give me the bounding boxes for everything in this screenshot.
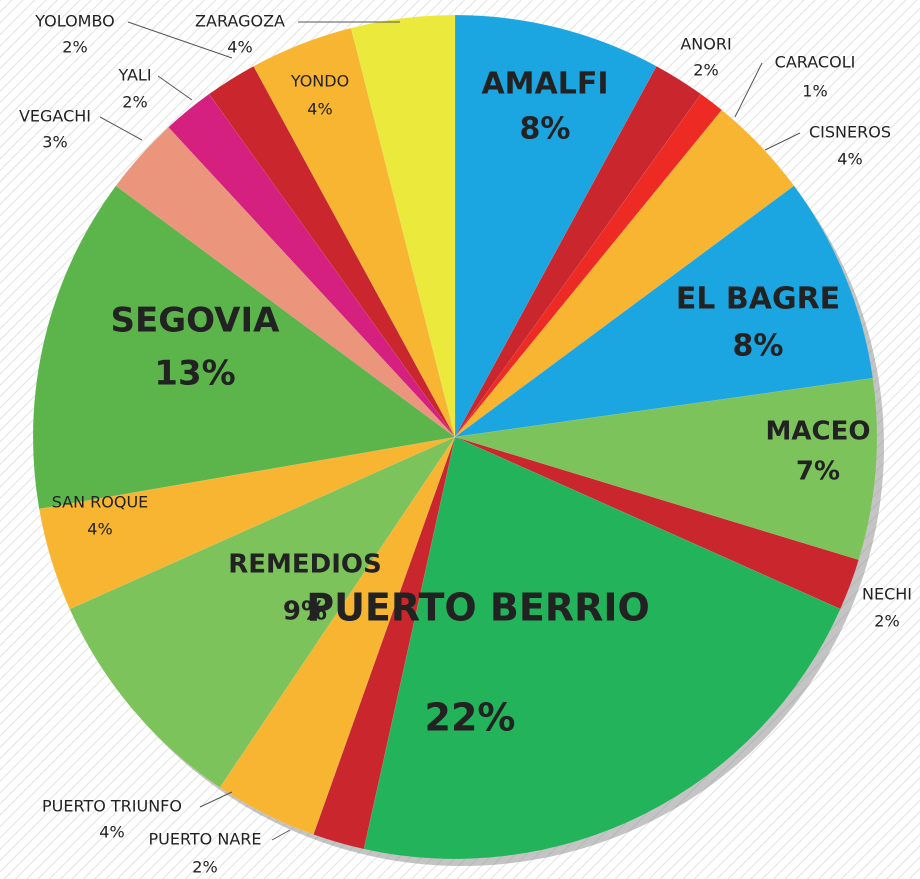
slice-label: VEGACHI xyxy=(19,107,91,126)
slice-value: 4% xyxy=(307,100,332,119)
slice-label: MACEO xyxy=(766,417,871,447)
leader-line xyxy=(734,62,763,118)
slice xyxy=(454,65,702,438)
slice-value: 13% xyxy=(154,354,235,394)
slice-label: REMEDIOS xyxy=(228,550,382,580)
slice xyxy=(313,436,456,850)
slice xyxy=(363,436,841,860)
slice xyxy=(253,27,456,438)
slice-label: YOLOMBO xyxy=(34,12,115,31)
slice xyxy=(454,185,874,438)
slice-value: 22% xyxy=(425,696,516,740)
slice-label: PUERTO NARE xyxy=(148,830,261,849)
slice-label: ANORI xyxy=(680,35,731,54)
slice-label: EL BAGRE xyxy=(676,282,840,317)
slice-value: 7% xyxy=(796,457,840,487)
leader-line xyxy=(764,132,801,151)
slice-value: 2% xyxy=(693,61,718,80)
slice xyxy=(454,109,795,438)
slice-label: SAN ROQUE xyxy=(52,493,149,512)
leader-line xyxy=(271,829,291,841)
slice xyxy=(454,377,878,561)
slice-value: 2% xyxy=(122,93,147,112)
slice xyxy=(32,185,456,510)
slice-value: 8% xyxy=(733,329,784,364)
leader-line xyxy=(199,791,233,808)
slice xyxy=(115,126,456,438)
slice xyxy=(454,436,860,610)
leader-line xyxy=(157,75,193,101)
leader-line xyxy=(99,116,143,141)
slice-value: 4% xyxy=(227,38,252,57)
slice-label: YALI xyxy=(117,66,151,85)
slice-label: AMALFI xyxy=(481,67,608,102)
labels: AMALFI 8% ANORI 2% CARACOLI 1% CISNEROS 4% EL BA… xyxy=(19,12,912,877)
slice-label: ZARAGOZA xyxy=(195,12,285,31)
slice-value: 2% xyxy=(192,858,217,877)
slice-value: 2% xyxy=(62,38,87,57)
leader-line xyxy=(127,21,233,59)
slice-value: 8% xyxy=(520,112,571,147)
slice-label: PUERTO BERRIO xyxy=(306,586,650,630)
pie xyxy=(32,14,878,860)
slice xyxy=(208,65,456,438)
slice-value: 3% xyxy=(42,133,67,152)
slice xyxy=(219,436,456,835)
slice xyxy=(69,436,456,788)
slice xyxy=(454,14,657,438)
slice-value: 2% xyxy=(874,612,899,631)
slice-value: 4% xyxy=(87,520,112,539)
slice-value: 9% xyxy=(283,597,327,627)
slice xyxy=(454,93,723,438)
slice-value: 1% xyxy=(802,82,827,101)
slice-label: CARACOLI xyxy=(775,53,856,72)
slice xyxy=(38,436,456,610)
slice-label: PUERTO TRIUNFO xyxy=(42,797,182,816)
slice-label: NECHI xyxy=(862,585,912,604)
slice xyxy=(168,93,456,438)
slice-label: YONDO xyxy=(290,72,349,91)
slice-label: CISNEROS xyxy=(809,123,891,142)
slice-label: SEGOVIA xyxy=(111,301,281,341)
slice xyxy=(350,14,456,438)
slice-value: 4% xyxy=(99,823,124,842)
slice-value: 4% xyxy=(837,150,862,169)
